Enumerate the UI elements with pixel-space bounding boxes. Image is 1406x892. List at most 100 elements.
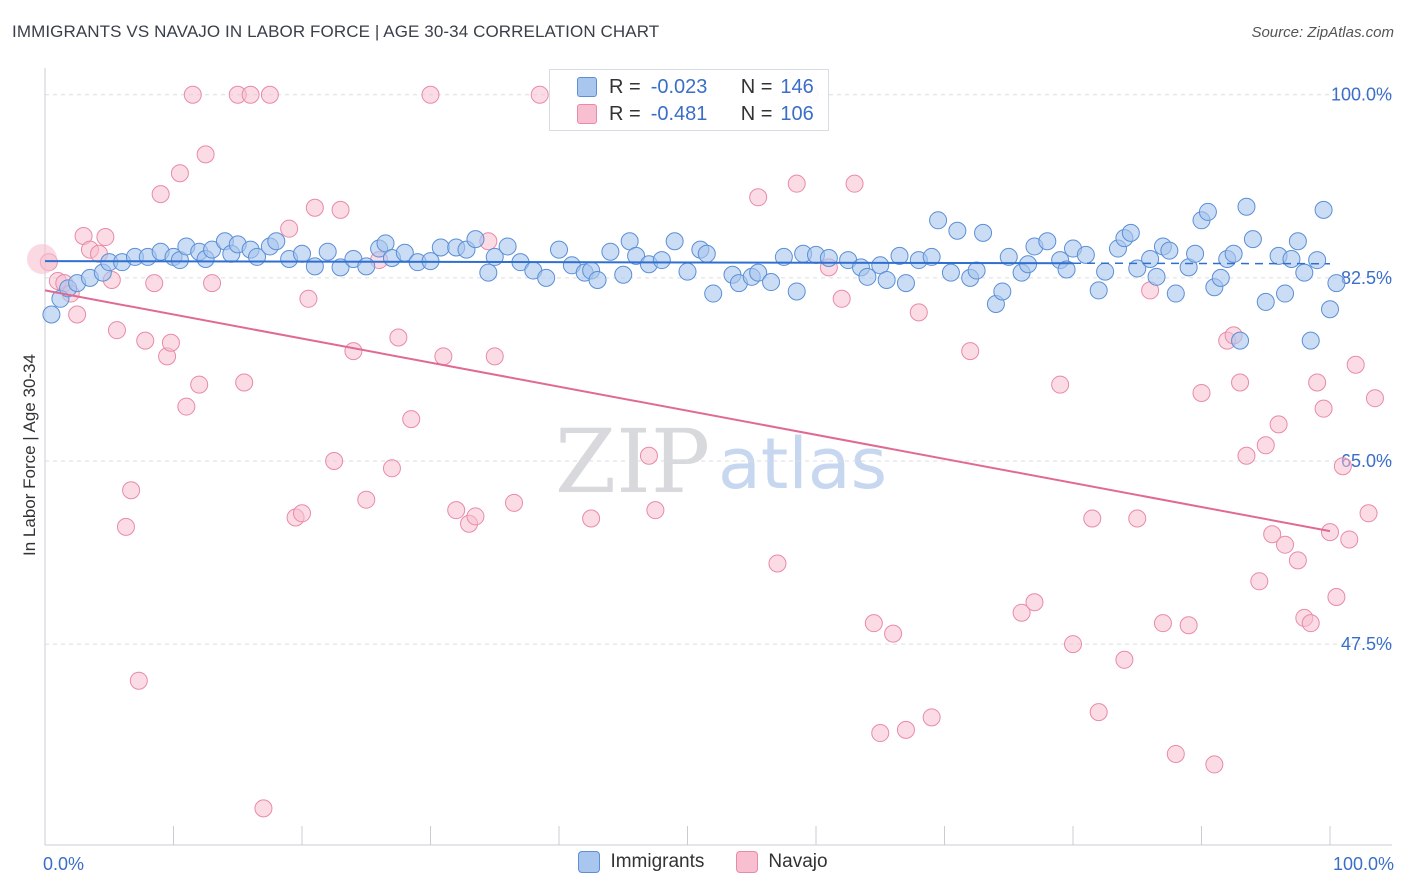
navajo-point — [260, 85, 279, 104]
immigrants-point — [819, 248, 838, 267]
immigrants-point — [1282, 250, 1301, 269]
legend-label-immigrants: Immigrants — [610, 851, 705, 872]
navajo-point — [1012, 603, 1031, 622]
navajo-point — [845, 174, 864, 193]
immigrants-point — [1166, 284, 1185, 303]
trend-lines — [44, 260, 1331, 533]
immigrants-trend-line — [44, 260, 1074, 265]
immigrants-point — [498, 237, 517, 256]
immigrants-point — [948, 221, 967, 240]
navajo-point — [1083, 509, 1102, 528]
immigrants-swatch — [578, 851, 601, 873]
navajo-point — [434, 347, 453, 366]
legend-n-value: 146 — [780, 75, 814, 98]
watermark: ZIP atlas — [555, 410, 887, 513]
legend-n-label: N = — [740, 75, 773, 98]
navajo-point — [1128, 509, 1147, 528]
immigrants-point — [331, 258, 350, 277]
navajo-point — [382, 459, 401, 478]
navajo-point — [299, 289, 318, 308]
navajo-point — [170, 164, 189, 183]
immigrants-point — [203, 240, 222, 259]
navajo-point — [116, 517, 135, 536]
navajo-point — [871, 724, 890, 743]
navajo-point — [896, 720, 915, 739]
navajo-point — [1340, 530, 1359, 549]
navajo-point — [1269, 415, 1288, 434]
immigrants-point — [1295, 263, 1314, 282]
navajo-point — [325, 451, 344, 470]
immigrants-point — [588, 270, 607, 289]
y-axis-label: In Labor Force | Age 30-34 — [20, 354, 39, 556]
legend-r-label: R = — [609, 102, 641, 125]
navajo-point — [357, 490, 376, 509]
legend-item-immigrants[interactable]: Immigrants — [578, 851, 704, 873]
immigrants-point — [1256, 292, 1275, 311]
legend-label-navajo: Navajo — [768, 851, 828, 872]
legend-r-value: -0.023 — [650, 75, 708, 98]
navajo-point — [1359, 504, 1378, 523]
x-tick-label: 100.0% — [1333, 854, 1394, 874]
legend-r-value: -0.481 — [650, 102, 708, 125]
grid — [45, 94, 1392, 645]
immigrants-point — [1160, 241, 1179, 260]
navajo-point — [122, 481, 141, 500]
navajo-point — [1263, 525, 1282, 544]
source-label: Source: ZipAtlas.com — [1251, 24, 1394, 41]
immigrants-point — [627, 246, 646, 265]
immigrants-point — [896, 274, 915, 293]
immigrants-point — [941, 263, 960, 282]
navajo-point — [1365, 389, 1384, 408]
chart-title: IMMIGRANTS VS NAVAJO IN LABOR FORCE | AG… — [12, 22, 660, 41]
navajo-point — [1025, 593, 1044, 612]
y-tick-label: 65.0% — [1341, 451, 1392, 471]
navajo-swatch — [736, 851, 759, 873]
immigrants-point — [1121, 223, 1140, 242]
navajo-point — [421, 85, 440, 104]
immigrants-point — [858, 267, 877, 286]
navajo-point — [389, 328, 408, 347]
navajo-point — [1166, 744, 1185, 763]
immigrants-point — [1057, 260, 1076, 279]
legend-item-navajo[interactable]: Navajo — [736, 851, 828, 873]
correlation-legend: R = -0.023 N = 146 R = -0.481 N = 106 — [549, 69, 829, 131]
navajo-point — [909, 303, 928, 322]
immigrants-point — [1076, 245, 1095, 264]
navajo-point — [1192, 383, 1211, 402]
immigrants-point — [967, 261, 986, 280]
y-tick-labels: 100.0% 82.5% 65.0% 47.5% — [1331, 85, 1392, 654]
navajo-point — [107, 321, 126, 340]
navajo-point — [485, 347, 504, 366]
navajo-point — [749, 188, 768, 207]
navajo-point — [768, 554, 787, 573]
immigrants-point — [1128, 259, 1147, 278]
navajo-point — [1327, 588, 1346, 607]
navajo-point — [1321, 523, 1339, 542]
immigrants-point — [762, 273, 781, 292]
navajo-point — [1314, 399, 1333, 418]
navajo-point — [331, 200, 350, 219]
immigrants-point — [1314, 200, 1333, 219]
immigrants-point — [922, 247, 941, 266]
immigrants-point — [305, 257, 324, 276]
navajo-point — [1301, 614, 1320, 633]
navajo-point — [129, 671, 148, 690]
navajo-point — [530, 85, 549, 104]
immigrants-point — [787, 282, 806, 301]
immigrants-point — [1243, 230, 1262, 249]
navajo-point — [1237, 446, 1256, 465]
legend-n-value: 106 — [780, 102, 814, 125]
immigrants-point — [774, 247, 793, 266]
navajo-point — [961, 342, 980, 361]
immigrants-point — [601, 242, 620, 261]
watermark-zip: ZIP — [555, 410, 710, 513]
immigrants-point — [1301, 331, 1320, 350]
immigrants-point — [652, 251, 671, 270]
y-tick-label: 100.0% — [1331, 85, 1392, 105]
immigrants-point — [1038, 232, 1057, 251]
navajo-point — [1179, 616, 1198, 635]
immigrants-point — [697, 244, 716, 263]
immigrants-point — [293, 244, 311, 263]
immigrants-point — [877, 270, 896, 289]
